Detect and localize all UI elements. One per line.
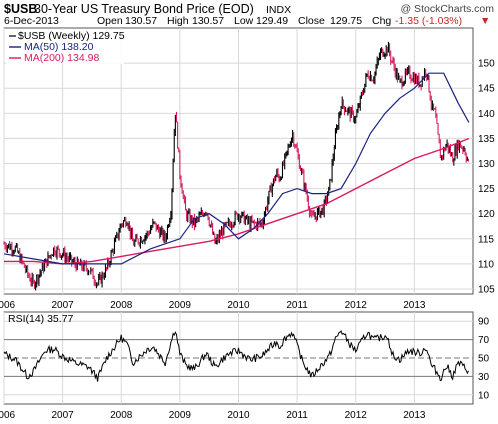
rsi-y-tick-label: 70: [478, 335, 490, 346]
open-value: 130.57: [125, 15, 157, 27]
price-y-tick-label: 135: [478, 134, 495, 145]
price-x-tick-label: 2013: [403, 300, 426, 311]
open-label: Open: [97, 15, 123, 27]
symbol-label: $USB: [4, 2, 37, 16]
legend-ma200-label: MA(200) 134.98: [24, 52, 99, 64]
rsi-x-tick-label: 2010: [227, 410, 250, 421]
brand-label: @ StockCharts.com: [400, 3, 494, 15]
legend-box: [6, 30, 124, 64]
rsi-y-ticks: 10 30 50 70 90: [478, 317, 490, 402]
rsi-y-tick-label: 30: [478, 372, 490, 383]
chg-label: Chg: [372, 15, 391, 27]
price-x-tick-label: 2009: [169, 300, 192, 311]
price-y-tick-label: 130: [478, 159, 495, 170]
legend-price-label: $USB (Weekly) 129.75: [18, 30, 125, 42]
chg-value: -1.35 (-1.03%): [395, 15, 462, 27]
rsi-x-tick-label: 2008: [110, 410, 133, 421]
ma50-line: [3, 72, 470, 265]
rsi-x-tick-label: 2007: [52, 410, 75, 421]
price-x-tick-label: 2006: [0, 300, 16, 311]
chart-description: 30-Year US Treasury Bond Price (EOD): [34, 2, 254, 16]
rsi-x-tick-label: 2006: [0, 410, 16, 421]
price-y-tick-label: 110: [478, 259, 494, 270]
price-y-tick-label: 120: [478, 209, 495, 220]
rsi-x-tick-label: 2012: [345, 410, 368, 421]
rsi-line: [3, 330, 469, 382]
legend-ma50-label: MA(50) 138.20: [24, 41, 94, 53]
rsi-y-tick-label: 50: [478, 354, 490, 365]
price-y-tick-label: 140: [478, 109, 495, 120]
low-label: Low: [234, 15, 254, 27]
ma200-line: [4, 137, 470, 265]
price-x-tick-label: 2008: [110, 300, 133, 311]
high-label: High: [167, 15, 189, 27]
price-y-tick-label: 105: [478, 284, 495, 295]
price-y-tick-label: 125: [478, 184, 495, 195]
high-value: 130.57: [192, 15, 224, 27]
price-x-tick-label: 2010: [227, 300, 250, 311]
chg-down-icon: ▼: [480, 15, 490, 27]
rsi-x-tick-label: 2013: [403, 410, 426, 421]
price-y-tick-label: 115: [478, 234, 494, 245]
rsi-label: RSI(14) 35.77: [8, 313, 74, 325]
price-grid: [3, 28, 473, 294]
price-y-tick-label: 145: [478, 84, 495, 95]
close-label: Close: [298, 15, 325, 27]
date-label: 6-Dec-2013: [4, 15, 59, 27]
price-y-ticks: 105 110 115 120 125 130 135 140 145 150: [478, 59, 495, 296]
rsi-y-tick-label: 10: [478, 390, 490, 401]
price-x-tick-label: 2011: [286, 300, 308, 311]
price-x-tick-label: 2012: [345, 300, 368, 311]
rsi-y-tick-label: 90: [478, 317, 490, 328]
close-value: 129.75: [330, 15, 362, 27]
rsi-x-ticks: 2006 2007 2008 2009 2010 2011 2012 2013: [0, 410, 426, 421]
price-y-tick-label: 150: [478, 59, 495, 70]
exchange-label: INDX: [266, 4, 291, 16]
price-x-tick-label: 2007: [52, 300, 75, 311]
rsi-x-tick-label: 2009: [169, 410, 192, 421]
rsi-x-tick-label: 2011: [286, 410, 308, 421]
low-value: 129.49: [256, 15, 288, 27]
price-x-ticks: 2006 2007 2008 2009 2010 2011 2012 2013: [0, 300, 426, 311]
